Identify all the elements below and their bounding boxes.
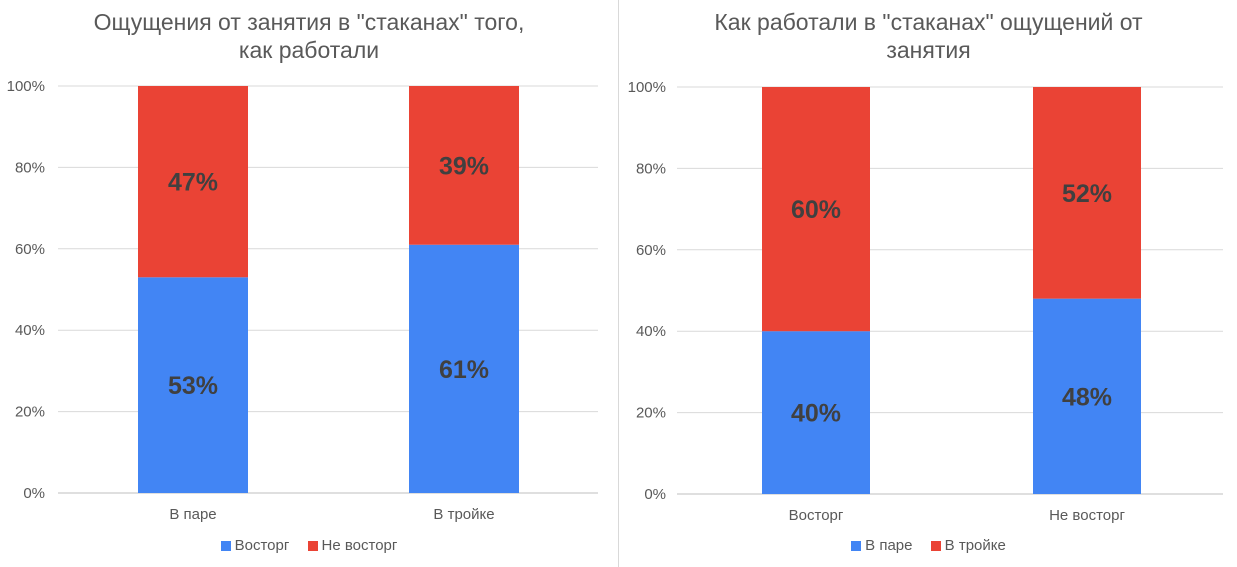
bar-segment: [762, 331, 870, 494]
stacked-bar-chart: 0% 20% 40% 60% 80% 100% 40% 60% Восторг 48% 52% Не …: [628, 79, 1223, 524]
chart-legend: В паре В тройке: [620, 537, 1237, 555]
data-label: 40%: [791, 400, 841, 428]
panel-divider: [618, 0, 619, 567]
y-tick-label: 0%: [23, 485, 45, 502]
bar-segment: [138, 277, 248, 493]
legend-label: Не восторг: [321, 537, 398, 554]
legend-item: Не восторг: [307, 537, 398, 554]
chart-title-line: Как работали в "стаканах" ощущений от: [714, 9, 1143, 35]
y-tick-label: 80%: [15, 159, 45, 176]
legend-item: Восторг: [220, 537, 290, 554]
y-tick-label: 20%: [15, 404, 45, 421]
y-tick-label: 100%: [628, 79, 666, 96]
stacked-bar-chart: 0% 20% 40% 60% 80% 100% 53% 47% В паре 61% 39% В тр…: [7, 78, 598, 523]
chart-title: Ощущения от занятия в "стаканах" того, к…: [0, 8, 618, 64]
bar-segment: [409, 86, 519, 245]
legend-swatch: [851, 540, 862, 551]
data-label: 52%: [1062, 180, 1112, 208]
data-label: 60%: [791, 196, 841, 224]
x-tick-label: Не восторг: [1049, 507, 1125, 524]
data-label: 61%: [439, 356, 489, 384]
legend-label: В тройке: [944, 537, 1006, 554]
bar-segment: [409, 244, 519, 493]
legend-swatch: [220, 540, 231, 551]
y-tick-label: 60%: [636, 242, 666, 259]
y-tick-label: 100%: [7, 78, 45, 95]
legend-item: В паре: [851, 537, 912, 554]
chart-legend: Восторг Не восторг: [0, 537, 618, 555]
legend-swatch: [307, 540, 318, 551]
y-tick-label: 60%: [15, 241, 45, 258]
bar-segment: [1033, 298, 1141, 494]
data-label: 47%: [168, 169, 218, 197]
bar-segment: [1033, 87, 1141, 299]
chart-title-line: Ощущения от занятия в "стаканах" того,: [93, 9, 525, 35]
chart-title: Как работали в "стаканах" ощущений от за…: [620, 8, 1237, 64]
y-tick-label: 80%: [636, 160, 666, 177]
y-tick-label: 20%: [636, 405, 666, 422]
chart-panel-left: Ощущения от занятия в "стаканах" того, к…: [0, 0, 618, 567]
legend-item: В тройке: [930, 537, 1006, 554]
x-tick-label: Восторг: [789, 507, 844, 524]
legend-label: Восторг: [234, 537, 290, 554]
bar-segment: [762, 87, 870, 332]
bar-segment: [138, 86, 248, 278]
chart-title-line: как работали: [238, 37, 380, 63]
data-label: 48%: [1062, 383, 1112, 411]
y-tick-label: 40%: [15, 322, 45, 339]
y-tick-label: 40%: [636, 323, 666, 340]
y-tick-label: 0%: [644, 486, 666, 503]
chart-panel-right: Как работали в "стаканах" ощущений от за…: [620, 0, 1237, 567]
chart-title-line: занятия: [886, 37, 971, 63]
x-tick-label: В паре: [169, 506, 216, 523]
legend-swatch: [930, 540, 941, 551]
data-label: 53%: [168, 372, 218, 400]
x-tick-label: В тройке: [433, 506, 494, 523]
data-label: 39%: [439, 152, 489, 180]
legend-label: В паре: [865, 537, 913, 554]
